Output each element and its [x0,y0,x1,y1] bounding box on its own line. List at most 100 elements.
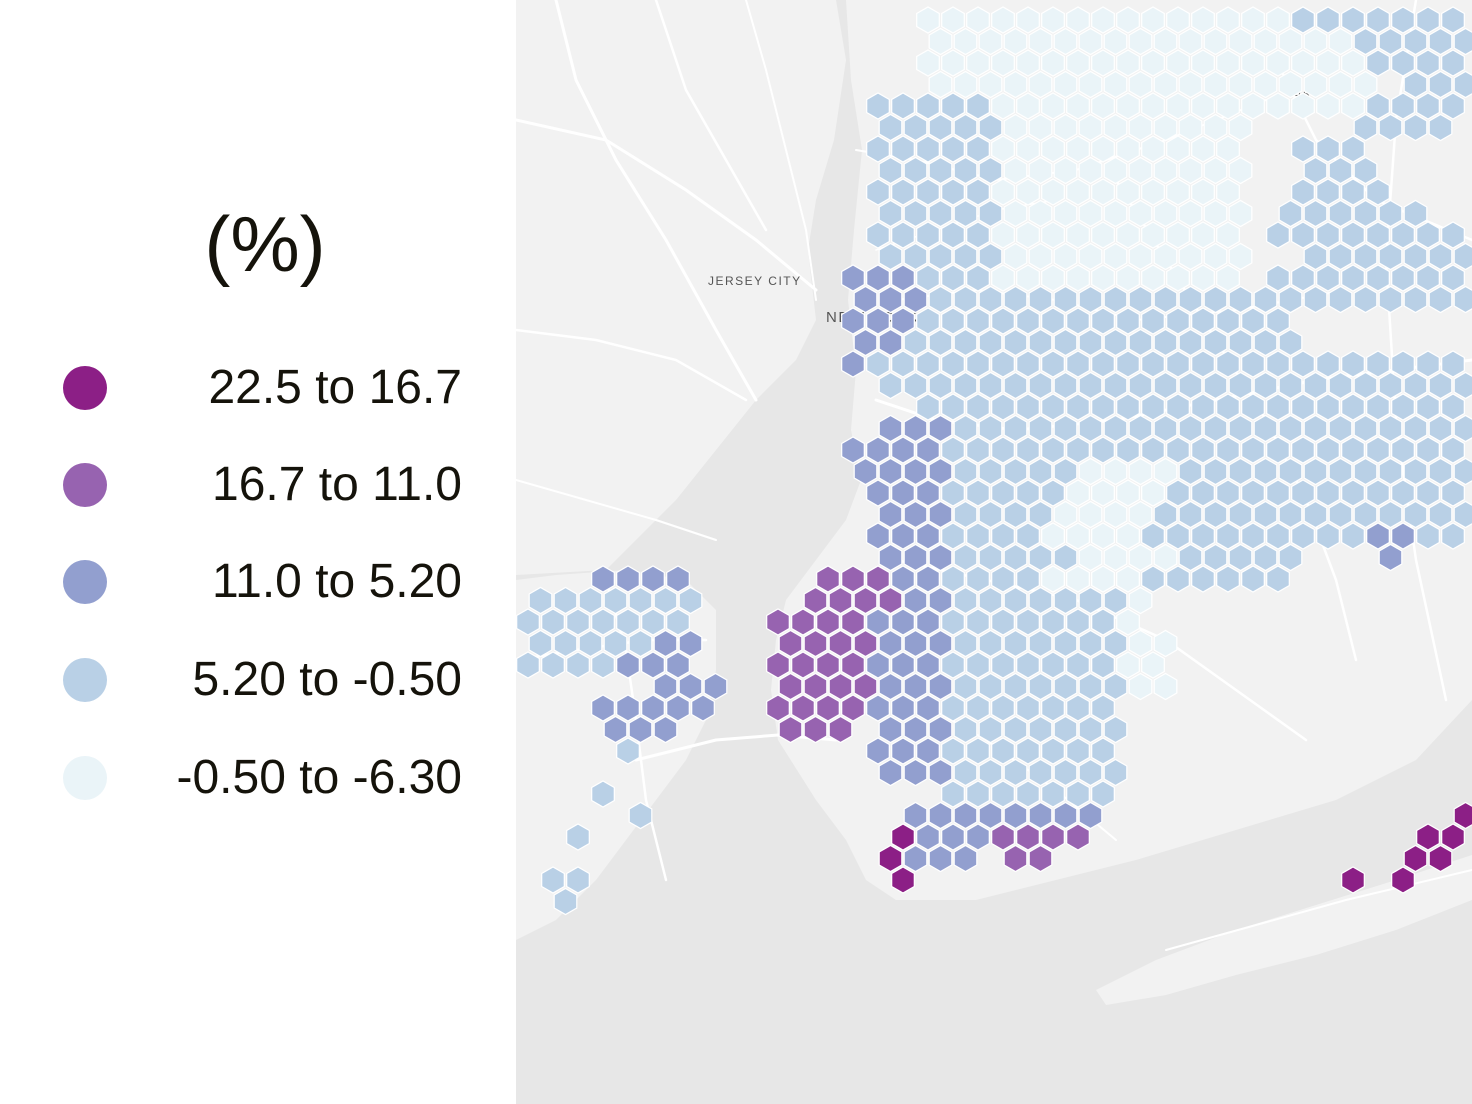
hex-cell [1028,672,1053,701]
hex-cell [1428,242,1453,271]
hex-cell [891,522,915,550]
hex-cell [1066,307,1090,335]
hex-cell [1041,823,1065,851]
hex-cell [1128,199,1153,228]
hex-cell [891,264,915,292]
hex-cell [1228,500,1253,529]
hex-cell [641,608,665,636]
hex-cell [953,715,978,744]
hex-cell [1353,457,1378,486]
hex-cell [953,414,978,443]
hex-cell [1191,221,1215,249]
hex-cell [1316,350,1340,378]
hex-cell [1353,70,1378,99]
map-view[interactable]: JERSEY CITY NEW YORK LGA [516,0,1472,1104]
hex-cell [1003,543,1028,572]
hex-cell [541,608,565,636]
hex-cell [1066,393,1090,421]
hex-cell [1003,113,1028,142]
hex-cell [1078,328,1103,357]
hex-cell [916,264,940,292]
hex-cell [1103,586,1128,615]
hex-cell [1191,307,1215,335]
hex-cell [953,801,978,830]
hex-cell [1053,371,1078,400]
hex-cell [1353,285,1378,314]
hex-cell [903,414,928,443]
hex-cell [1303,414,1328,443]
hex-cell [1266,307,1290,335]
hex-cell [1216,221,1240,249]
hex-cell [953,629,978,658]
hex-cell [628,801,653,830]
hex-cell [1378,27,1403,56]
hex-cell [1116,393,1140,421]
hex-cell [966,651,990,679]
hex-cell [916,522,940,550]
hex-cell [1028,371,1053,400]
hex-cell [991,221,1015,249]
hex-cell [1053,543,1078,572]
hex-cell [566,608,590,636]
hex-cell [1441,823,1465,851]
hex-cell [1141,522,1165,550]
hex-cell [1228,27,1253,56]
hex-cell [1403,70,1428,99]
hex-cell [1091,522,1115,550]
hex-cell [1403,113,1428,142]
hex-cell [978,156,1003,185]
hex-cell [1066,608,1090,636]
hex-cell [1203,457,1228,486]
hex-cell [791,608,815,636]
hex-cell [866,694,890,722]
hex-cell [866,522,890,550]
hex-cell [1016,264,1040,292]
hex-cell [1278,328,1303,357]
hex-cell [1003,242,1028,271]
hex-cell [678,629,703,658]
hex-cell [1216,479,1240,507]
hex-cell [866,479,890,507]
hex-cell [1366,221,1390,249]
hex-cell [1391,393,1415,421]
hex-cell [878,844,903,873]
hex-cell [966,565,990,593]
hex-cell [1116,608,1140,636]
hex-cell [878,672,903,701]
hex-cell [966,307,990,335]
hex-cell [1453,285,1472,314]
hex-cell [941,307,965,335]
hex-cell [1103,70,1128,99]
hex-cell [991,178,1015,206]
hex-cell [1191,479,1215,507]
hex-cell [841,565,865,593]
hex-cell [1428,414,1453,443]
hex-cell [1066,436,1090,464]
hex-cell [1028,457,1053,486]
hex-cell [916,49,940,77]
hex-cell [1166,135,1190,163]
hex-cell [1153,199,1178,228]
hex-cell [1016,737,1040,765]
hex-cell [866,307,890,335]
hex-cell [1191,92,1215,120]
hex-cell [991,6,1015,34]
hex-cell [1453,500,1472,529]
legend-panel: (%) 22.5 to 16.7 16.7 to 11.0 11.0 to 5.… [0,0,516,1104]
hex-cell [928,844,953,873]
hex-cell [1228,328,1253,357]
hex-cell [1366,49,1390,77]
hex-cell [928,328,953,357]
hex-cell [1203,156,1228,185]
hex-cell [1416,522,1440,550]
hex-cell [1028,801,1053,830]
hex-cell [1403,285,1428,314]
hex-cell [1078,242,1103,271]
hex-cell [578,586,603,615]
hex-cell [1053,500,1078,529]
hex-cell [1266,6,1290,34]
hex-cell [1341,264,1365,292]
hex-cell [1453,801,1472,830]
hex-cell [1353,113,1378,142]
hex-cell [1366,479,1390,507]
